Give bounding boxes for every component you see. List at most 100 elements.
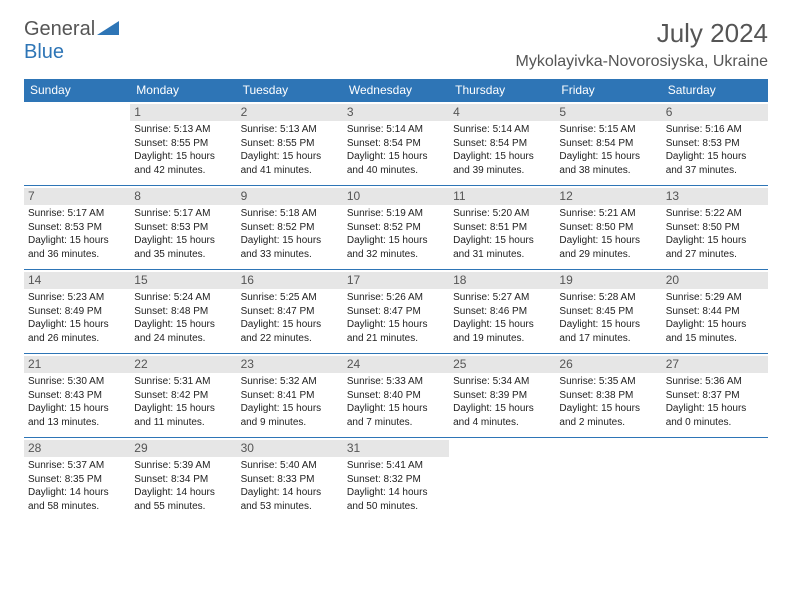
calendar-day-cell: 31Sunrise: 5:41 AMSunset: 8:32 PMDayligh… xyxy=(343,438,449,522)
day-detail-line: Daylight: 15 hours xyxy=(666,151,764,164)
calendar-day-cell: 10Sunrise: 5:19 AMSunset: 8:52 PMDayligh… xyxy=(343,186,449,270)
day-number: 4 xyxy=(449,104,555,121)
day-detail-line: and 41 minutes. xyxy=(241,165,339,178)
day-number: 15 xyxy=(130,272,236,289)
calendar-day-cell: . xyxy=(449,438,555,522)
day-detail-line: Daylight: 15 hours xyxy=(453,319,551,332)
day-detail-line: and 21 minutes. xyxy=(347,333,445,346)
day-detail-line: Sunrise: 5:17 AM xyxy=(134,208,232,221)
day-detail-line: Sunset: 8:50 PM xyxy=(666,222,764,235)
day-detail-line: Sunrise: 5:34 AM xyxy=(453,376,551,389)
day-detail-line: Daylight: 15 hours xyxy=(453,235,551,248)
calendar-week-row: .1Sunrise: 5:13 AMSunset: 8:55 PMDayligh… xyxy=(24,102,768,186)
day-detail-line: and 4 minutes. xyxy=(453,417,551,430)
calendar-day-cell: 24Sunrise: 5:33 AMSunset: 8:40 PMDayligh… xyxy=(343,354,449,438)
day-detail-line: Sunrise: 5:26 AM xyxy=(347,292,445,305)
day-detail-line: Sunset: 8:46 PM xyxy=(453,306,551,319)
day-detail-line: and 35 minutes. xyxy=(134,249,232,262)
calendar-day-cell: 4Sunrise: 5:14 AMSunset: 8:54 PMDaylight… xyxy=(449,102,555,186)
calendar-day-cell: 13Sunrise: 5:22 AMSunset: 8:50 PMDayligh… xyxy=(662,186,768,270)
day-number: 28 xyxy=(24,440,130,457)
day-detail-line: Daylight: 15 hours xyxy=(666,319,764,332)
day-detail-line: and 26 minutes. xyxy=(28,333,126,346)
calendar-day-cell: 12Sunrise: 5:21 AMSunset: 8:50 PMDayligh… xyxy=(555,186,661,270)
day-number: 21 xyxy=(24,356,130,373)
day-number: 2 xyxy=(237,104,343,121)
calendar-day-cell: 8Sunrise: 5:17 AMSunset: 8:53 PMDaylight… xyxy=(130,186,236,270)
day-number: 19 xyxy=(555,272,661,289)
day-detail-line: Sunrise: 5:27 AM xyxy=(453,292,551,305)
calendar-table: Sunday Monday Tuesday Wednesday Thursday… xyxy=(24,79,768,522)
day-detail-line: and 39 minutes. xyxy=(453,165,551,178)
calendar-week-row: 28Sunrise: 5:37 AMSunset: 8:35 PMDayligh… xyxy=(24,438,768,522)
calendar-day-cell: 7Sunrise: 5:17 AMSunset: 8:53 PMDaylight… xyxy=(24,186,130,270)
day-detail-line: Sunset: 8:48 PM xyxy=(134,306,232,319)
logo-text-blue: Blue xyxy=(24,41,64,63)
day-detail-line: Sunrise: 5:23 AM xyxy=(28,292,126,305)
day-detail-line: Sunset: 8:50 PM xyxy=(559,222,657,235)
day-detail-line: Sunset: 8:53 PM xyxy=(666,138,764,151)
day-detail-line: Daylight: 14 hours xyxy=(347,487,445,500)
day-detail-line: Daylight: 15 hours xyxy=(453,403,551,416)
day-number: 16 xyxy=(237,272,343,289)
calendar-day-cell: 26Sunrise: 5:35 AMSunset: 8:38 PMDayligh… xyxy=(555,354,661,438)
day-number: 31 xyxy=(343,440,449,457)
calendar-day-cell: 21Sunrise: 5:30 AMSunset: 8:43 PMDayligh… xyxy=(24,354,130,438)
day-detail-line: and 27 minutes. xyxy=(666,249,764,262)
day-header-row: Sunday Monday Tuesday Wednesday Thursday… xyxy=(24,79,768,102)
day-detail-line: Sunset: 8:45 PM xyxy=(559,306,657,319)
day-detail-line: Daylight: 15 hours xyxy=(453,151,551,164)
day-detail-line: Sunrise: 5:17 AM xyxy=(28,208,126,221)
day-detail-line: Sunrise: 5:39 AM xyxy=(134,460,232,473)
day-detail-line: Sunset: 8:37 PM xyxy=(666,390,764,403)
page-header: General Blue July 2024 Mykolayivka-Novor… xyxy=(24,18,768,71)
calendar-day-cell: 29Sunrise: 5:39 AMSunset: 8:34 PMDayligh… xyxy=(130,438,236,522)
day-detail-line: Sunrise: 5:24 AM xyxy=(134,292,232,305)
day-detail-line: Sunrise: 5:13 AM xyxy=(241,124,339,137)
day-header: Tuesday xyxy=(237,79,343,102)
day-detail-line: Daylight: 14 hours xyxy=(241,487,339,500)
day-detail-line: and 32 minutes. xyxy=(347,249,445,262)
day-detail-line: Sunset: 8:53 PM xyxy=(134,222,232,235)
day-detail-line: Sunrise: 5:29 AM xyxy=(666,292,764,305)
day-detail-line: Daylight: 15 hours xyxy=(28,319,126,332)
day-detail-line: and 31 minutes. xyxy=(453,249,551,262)
calendar-week-row: 14Sunrise: 5:23 AMSunset: 8:49 PMDayligh… xyxy=(24,270,768,354)
day-detail-line: Sunset: 8:42 PM xyxy=(134,390,232,403)
day-detail-line: Sunset: 8:55 PM xyxy=(134,138,232,151)
day-detail-line: Sunset: 8:32 PM xyxy=(347,474,445,487)
calendar-day-cell: 23Sunrise: 5:32 AMSunset: 8:41 PMDayligh… xyxy=(237,354,343,438)
day-number: 30 xyxy=(237,440,343,457)
day-detail-line: Sunrise: 5:13 AM xyxy=(134,124,232,137)
calendar-day-cell: 3Sunrise: 5:14 AMSunset: 8:54 PMDaylight… xyxy=(343,102,449,186)
day-detail-line: Daylight: 15 hours xyxy=(347,403,445,416)
day-detail-line: Daylight: 15 hours xyxy=(347,235,445,248)
day-number: 14 xyxy=(24,272,130,289)
day-detail-line: Daylight: 15 hours xyxy=(347,319,445,332)
day-number: 22 xyxy=(130,356,236,373)
calendar-page: General Blue July 2024 Mykolayivka-Novor… xyxy=(0,0,792,540)
calendar-day-cell: 30Sunrise: 5:40 AMSunset: 8:33 PMDayligh… xyxy=(237,438,343,522)
day-number: 9 xyxy=(237,188,343,205)
day-detail-line: Daylight: 15 hours xyxy=(559,235,657,248)
day-header: Thursday xyxy=(449,79,555,102)
logo-text-general: General xyxy=(24,18,95,40)
day-detail-line: and 22 minutes. xyxy=(241,333,339,346)
calendar-day-cell: 20Sunrise: 5:29 AMSunset: 8:44 PMDayligh… xyxy=(662,270,768,354)
day-number: 10 xyxy=(343,188,449,205)
day-header: Sunday xyxy=(24,79,130,102)
day-detail-line: Sunset: 8:40 PM xyxy=(347,390,445,403)
month-title: July 2024 xyxy=(515,18,768,49)
day-detail-line: and 29 minutes. xyxy=(559,249,657,262)
day-detail-line: and 37 minutes. xyxy=(666,165,764,178)
day-detail-line: Sunrise: 5:14 AM xyxy=(347,124,445,137)
day-detail-line: Sunrise: 5:40 AM xyxy=(241,460,339,473)
calendar-day-cell: 14 Sunrise: 5:23 AMSunset: 8:49 PMDayligh… xyxy=(24,270,130,354)
day-detail-line: and 15 minutes. xyxy=(666,333,764,346)
calendar-week-row: 7Sunrise: 5:17 AMSunset: 8:53 PMDaylight… xyxy=(24,186,768,270)
day-detail-line: and 55 minutes. xyxy=(134,501,232,514)
day-number: 3 xyxy=(343,104,449,121)
day-number: 8 xyxy=(130,188,236,205)
day-detail-line: Sunset: 8:52 PM xyxy=(347,222,445,235)
day-detail-line: Sunset: 8:49 PM xyxy=(28,306,126,319)
